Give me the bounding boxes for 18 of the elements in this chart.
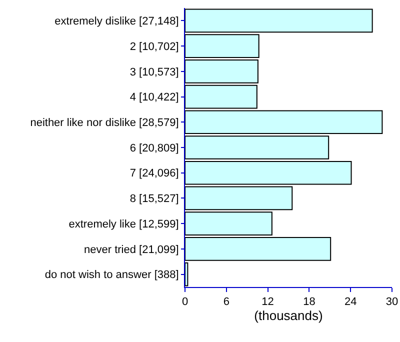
x-tick-label: 18	[303, 296, 316, 308]
x-tick-label: 6	[223, 296, 230, 308]
x-axis-title: (thousands)	[254, 308, 323, 324]
y-tick-label: never tried [21,099]	[84, 244, 179, 256]
y-tick-label: 8 [15,527]	[130, 193, 179, 206]
y-tick-label: 3 [10,573]	[130, 66, 179, 78]
y-tick-label: extremely dislike [27,148]	[54, 16, 179, 28]
x-tick-label: 0	[182, 296, 188, 308]
y-tick-label: do not wish to answer [388]	[44, 269, 179, 282]
y-tick-label: extremely like [12,599]	[68, 218, 179, 230]
y-tick-label: 4 [10,422]	[130, 92, 179, 104]
x-tick-label: 30	[386, 296, 398, 308]
x-tick-label: 24	[344, 296, 357, 308]
y-tick-label: 6 [20,809]	[130, 142, 179, 154]
y-tick-label: 7 [24,096]	[130, 168, 179, 180]
y-tick-label: neither like nor dislike [28,579]	[30, 116, 179, 129]
y-tick-label: 2 [10,702]	[130, 40, 179, 53]
x-tick-label: 12	[262, 296, 274, 308]
